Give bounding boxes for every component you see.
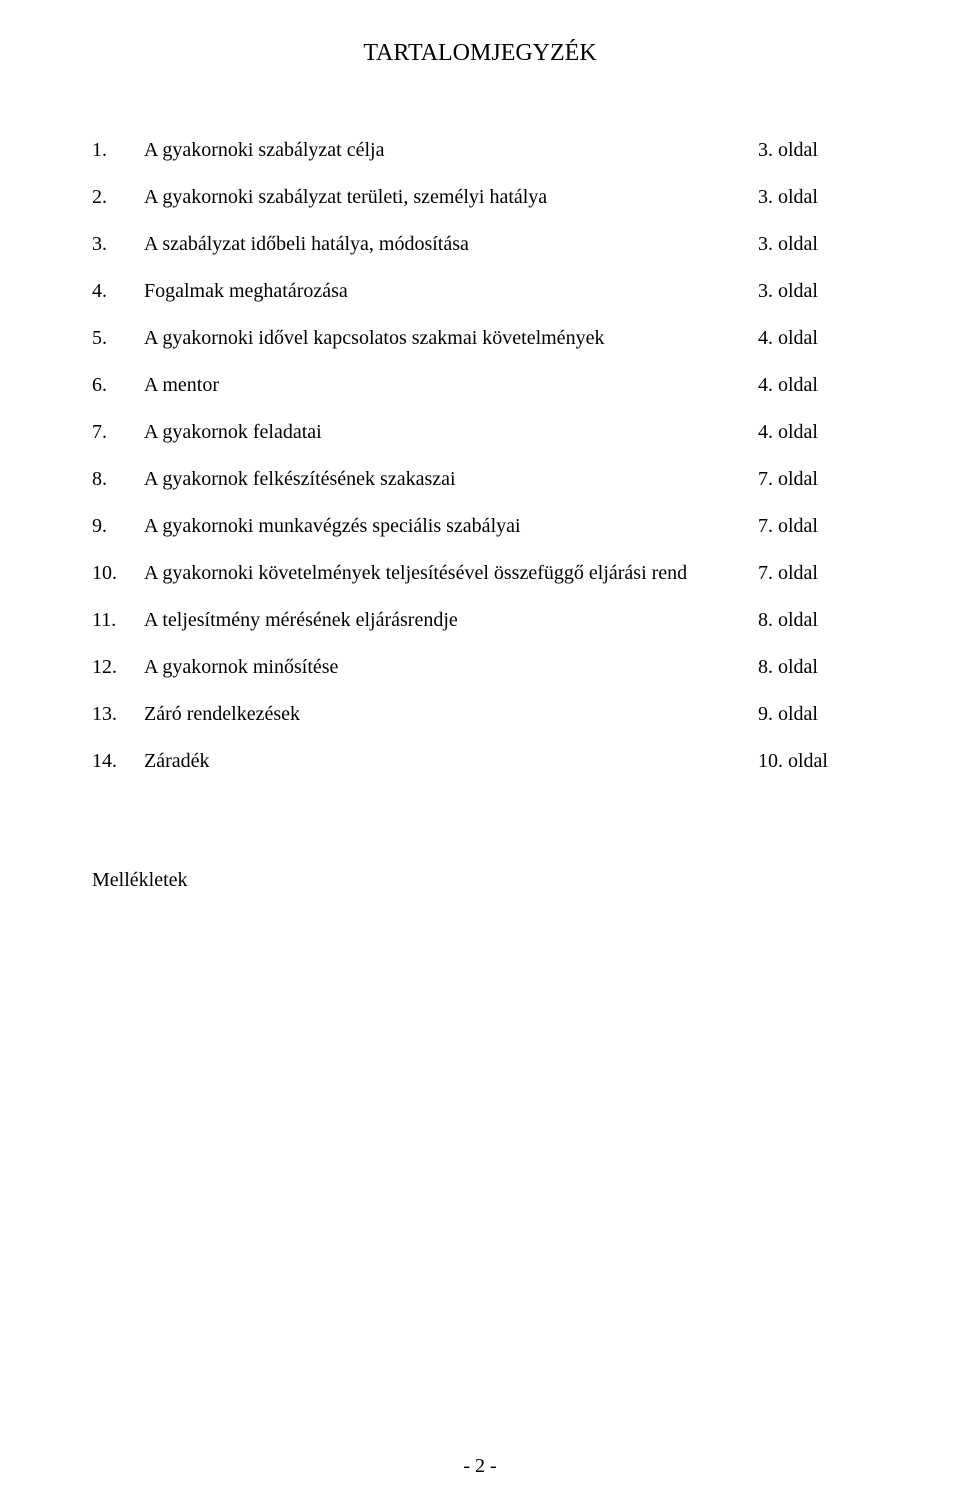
toc-row-page: 9. oldal [758,691,868,738]
toc-row-title: A gyakornoki munkavégzés speciális szabá… [144,503,758,550]
toc-table: 1.A gyakornoki szabályzat célja3. oldal2… [92,127,868,785]
toc-row-number: 8. [92,456,144,503]
toc-row-number: 11. [92,597,144,644]
toc-row-page: 3. oldal [758,127,868,174]
toc-row-number: 6. [92,362,144,409]
toc-row: 7.A gyakornok feladatai4. oldal [92,409,868,456]
toc-row-number: 13. [92,691,144,738]
toc-row-number: 1. [92,127,144,174]
toc-row-title: A gyakornok feladatai [144,409,758,456]
toc-row: 6.A mentor4. oldal [92,362,868,409]
toc-row-page: 4. oldal [758,362,868,409]
toc-row-number: 4. [92,268,144,315]
toc-row-title: Záró rendelkezések [144,691,758,738]
toc-row-number: 12. [92,644,144,691]
toc-row: 4.Fogalmak meghatározása3. oldal [92,268,868,315]
toc-row: 14.Záradék10. oldal [92,738,868,785]
toc-row-page: 4. oldal [758,315,868,362]
toc-row-page: 7. oldal [758,456,868,503]
toc-row: 3.A szabályzat időbeli hatálya, módosítá… [92,221,868,268]
toc-row-number: 5. [92,315,144,362]
toc-row-page: 3. oldal [758,174,868,221]
page-title: TARTALOMJEGYZÉK [92,40,868,67]
toc-row-title: A gyakornoki idővel kapcsolatos szakmai … [144,315,758,362]
toc-row-page: 3. oldal [758,268,868,315]
toc-row-number: 7. [92,409,144,456]
toc-row-page: 8. oldal [758,597,868,644]
toc-row-title: A gyakornoki szabályzat területi, személ… [144,174,758,221]
toc-row-title: A gyakornok felkészítésének szakaszai [144,456,758,503]
toc-row-title: A gyakornoki követelmények teljesítéséve… [144,550,758,597]
toc-row: 12.A gyakornok minősítése8. oldal [92,644,868,691]
toc-row: 9.A gyakornoki munkavégzés speciális sza… [92,503,868,550]
toc-row-page: 8. oldal [758,644,868,691]
toc-row-title: A gyakornok minősítése [144,644,758,691]
toc-row: 2.A gyakornoki szabályzat területi, szem… [92,174,868,221]
toc-row-title: Záradék [144,738,758,785]
toc-row-number: 14. [92,738,144,785]
toc-row: 1.A gyakornoki szabályzat célja3. oldal [92,127,868,174]
toc-row-number: 9. [92,503,144,550]
toc-row-page: 4. oldal [758,409,868,456]
toc-row-page: 3. oldal [758,221,868,268]
toc-row-number: 3. [92,221,144,268]
toc-row-page: 7. oldal [758,550,868,597]
toc-row: 8.A gyakornok felkészítésének szakaszai7… [92,456,868,503]
toc-row: 13.Záró rendelkezések9. oldal [92,691,868,738]
toc-row-title: A szabályzat időbeli hatálya, módosítása [144,221,758,268]
toc-row-title: A mentor [144,362,758,409]
toc-row-number: 10. [92,550,144,597]
toc-row: 5.A gyakornoki idővel kapcsolatos szakma… [92,315,868,362]
toc-row-page: 7. oldal [758,503,868,550]
toc-row: 10.A gyakornoki követelmények teljesítés… [92,550,868,597]
toc-row-title: A teljesítmény mérésének eljárásrendje [144,597,758,644]
toc-row-number: 2. [92,174,144,221]
toc-row-title: Fogalmak meghatározása [144,268,758,315]
page-number: - 2 - [0,1455,960,1478]
appendix-label: Mellékletek [92,869,868,892]
toc-row-page: 10. oldal [758,738,868,785]
toc-row-title: A gyakornoki szabályzat célja [144,127,758,174]
toc-row: 11.A teljesítmény mérésének eljárásrendj… [92,597,868,644]
